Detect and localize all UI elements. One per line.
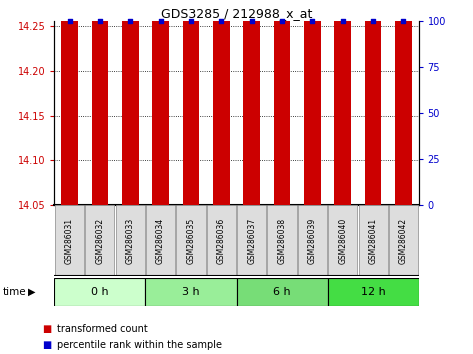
- Text: ▶: ▶: [28, 287, 36, 297]
- Point: [400, 18, 407, 24]
- Text: time: time: [2, 287, 26, 297]
- Text: GSM286033: GSM286033: [126, 218, 135, 264]
- Text: GSM286041: GSM286041: [368, 218, 377, 264]
- FancyBboxPatch shape: [145, 278, 236, 306]
- Bar: [365, 0, 381, 205]
- Text: GSM286035: GSM286035: [186, 218, 195, 264]
- Text: 0 h: 0 h: [91, 287, 109, 297]
- Point: [66, 18, 73, 24]
- FancyBboxPatch shape: [236, 278, 327, 306]
- Text: 3 h: 3 h: [182, 287, 200, 297]
- Bar: [334, 0, 351, 205]
- FancyBboxPatch shape: [237, 205, 266, 276]
- Text: GSM286039: GSM286039: [308, 218, 317, 264]
- Text: GSM286038: GSM286038: [278, 218, 287, 264]
- FancyBboxPatch shape: [55, 205, 84, 276]
- Bar: [304, 0, 321, 205]
- FancyBboxPatch shape: [176, 205, 206, 276]
- Point: [369, 18, 377, 24]
- Text: GSM286040: GSM286040: [338, 218, 347, 264]
- Text: GSM286034: GSM286034: [156, 218, 165, 264]
- Bar: [213, 0, 230, 205]
- Text: ■: ■: [43, 340, 52, 350]
- FancyBboxPatch shape: [389, 205, 418, 276]
- Text: GSM286031: GSM286031: [65, 218, 74, 264]
- FancyBboxPatch shape: [85, 205, 114, 276]
- FancyBboxPatch shape: [359, 205, 388, 276]
- Point: [218, 18, 225, 24]
- Text: GSM286036: GSM286036: [217, 218, 226, 264]
- Point: [187, 18, 195, 24]
- Point: [339, 18, 347, 24]
- Point: [126, 18, 134, 24]
- Bar: [122, 0, 139, 205]
- FancyBboxPatch shape: [207, 205, 236, 276]
- Text: GSM286032: GSM286032: [96, 218, 105, 264]
- Text: GSM286042: GSM286042: [399, 218, 408, 264]
- Point: [308, 18, 316, 24]
- FancyBboxPatch shape: [327, 278, 419, 306]
- FancyBboxPatch shape: [116, 205, 145, 276]
- Bar: [243, 0, 260, 205]
- Text: percentile rank within the sample: percentile rank within the sample: [57, 340, 222, 350]
- Text: 6 h: 6 h: [273, 287, 291, 297]
- Point: [248, 18, 255, 24]
- FancyBboxPatch shape: [146, 205, 175, 276]
- Bar: [92, 0, 108, 205]
- FancyBboxPatch shape: [54, 278, 145, 306]
- FancyBboxPatch shape: [298, 205, 327, 276]
- Bar: [61, 0, 78, 205]
- Point: [278, 18, 286, 24]
- FancyBboxPatch shape: [328, 205, 357, 276]
- Text: GSM286037: GSM286037: [247, 218, 256, 264]
- FancyBboxPatch shape: [267, 205, 297, 276]
- Bar: [395, 0, 412, 205]
- Bar: [183, 0, 199, 205]
- Bar: [274, 0, 290, 205]
- Text: 12 h: 12 h: [361, 287, 385, 297]
- Text: transformed count: transformed count: [57, 324, 148, 333]
- Bar: [152, 0, 169, 205]
- Point: [96, 18, 104, 24]
- Text: ■: ■: [43, 324, 52, 333]
- Title: GDS3285 / 212988_x_at: GDS3285 / 212988_x_at: [161, 7, 312, 20]
- Point: [157, 18, 165, 24]
